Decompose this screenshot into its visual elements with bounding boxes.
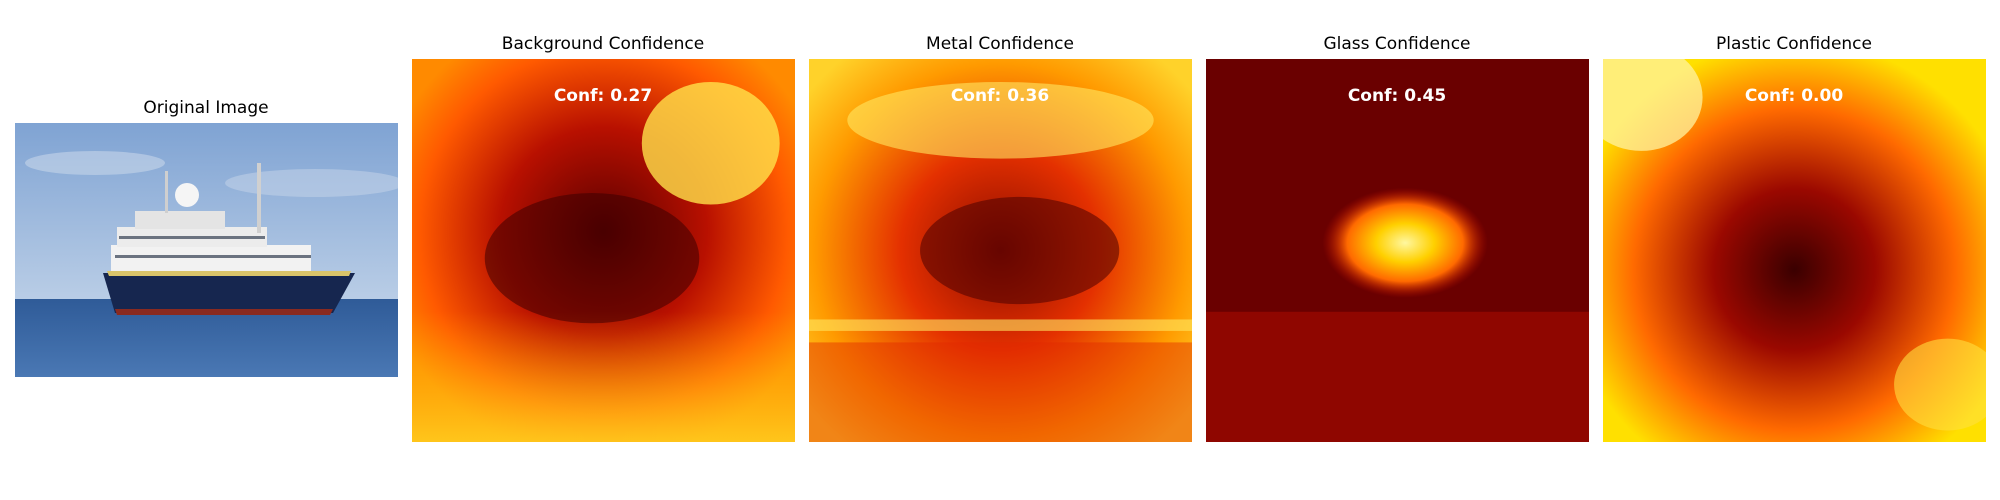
glass-conf-value: Conf: 0.45 <box>1347 86 1447 106</box>
plastic-conf-value: Conf: 0.00 <box>1744 86 1844 106</box>
glass-confidence-heatmap <box>1206 59 1589 442</box>
metal-confidence-heatmap <box>809 59 1192 442</box>
background-conf-value: Conf: 0.27 <box>553 86 653 106</box>
background-confidence-title: Background Confidence <box>501 34 705 54</box>
ship <box>103 163 355 315</box>
original-image-title: Original Image <box>143 98 269 118</box>
plastic-confidence-title: Plastic Confidence <box>1716 34 1872 54</box>
background-confidence-heatmap <box>412 59 795 442</box>
metal-conf-value: Conf: 0.36 <box>950 86 1050 106</box>
plastic-confidence-heatmap <box>1603 59 1986 442</box>
original-ship-photo <box>15 123 398 377</box>
metal-confidence-title: Metal Confidence <box>926 34 1074 54</box>
glass-confidence-title: Glass Confidence <box>1323 34 1471 54</box>
